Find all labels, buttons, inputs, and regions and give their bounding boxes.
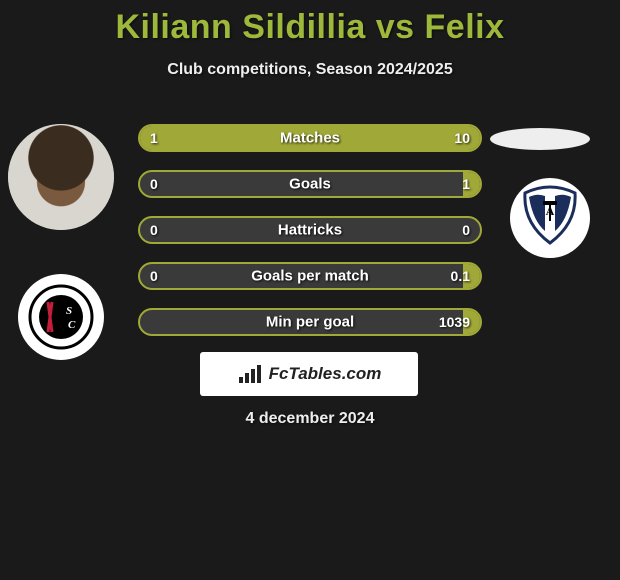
stat-value-right: 1039 xyxy=(439,314,470,330)
sc-freiburg-badge-icon: S C xyxy=(28,284,94,350)
player-face-icon xyxy=(8,124,114,230)
stats-comparison: 1Matches100Goals10Hattricks00Goals per m… xyxy=(138,124,482,354)
stat-label: Goals xyxy=(140,176,480,193)
brand-text: FcTables.com xyxy=(269,364,382,384)
right-player-placeholder xyxy=(490,128,590,150)
stat-value-right: 1 xyxy=(462,176,470,192)
stat-label: Goals per match xyxy=(140,268,480,285)
svg-text:S: S xyxy=(66,305,72,317)
stat-row: 1Matches10 xyxy=(138,124,482,152)
brand-badge[interactable]: FcTables.com xyxy=(200,352,418,396)
page-title: Kiliann Sildillia vs Felix xyxy=(0,0,620,47)
left-player-column: S C xyxy=(8,124,120,360)
right-club-badge: A xyxy=(510,178,590,258)
subtitle: Club competitions, Season 2024/2025 xyxy=(0,61,620,79)
svg-text:A: A xyxy=(546,204,555,218)
stat-value-right: 10 xyxy=(454,130,470,146)
stat-label: Min per goal xyxy=(140,314,480,331)
svg-text:C: C xyxy=(68,319,76,331)
date-text: 4 december 2024 xyxy=(0,410,620,428)
stat-row: Min per goal1039 xyxy=(138,308,482,336)
stat-value-right: 0.1 xyxy=(451,268,470,284)
player-avatar xyxy=(8,124,114,230)
stat-label: Hattricks xyxy=(140,222,480,239)
stat-value-right: 0 xyxy=(462,222,470,238)
arminia-badge-icon: A xyxy=(515,183,585,253)
stat-row: 0Goals per match0.1 xyxy=(138,262,482,290)
bar-chart-icon xyxy=(237,363,263,385)
stat-row: 0Goals1 xyxy=(138,170,482,198)
left-club-badge: S C xyxy=(18,274,104,360)
stat-row: 0Hattricks0 xyxy=(138,216,482,244)
stat-label: Matches xyxy=(140,130,480,147)
